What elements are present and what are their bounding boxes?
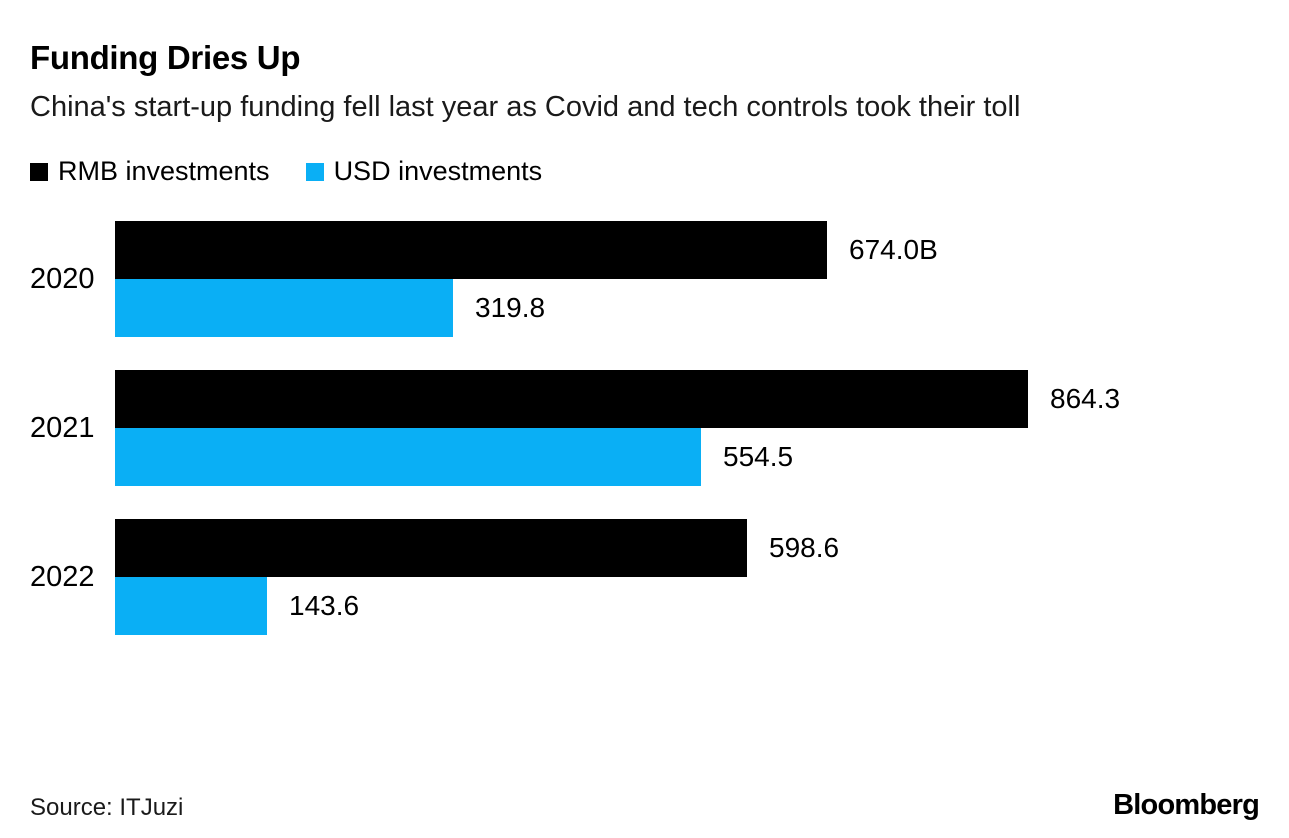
- value-label-usd-2022: 143.6: [289, 590, 360, 621]
- value-label-rmb-2020: 674.0B: [849, 234, 938, 265]
- bar-chart: 2020 674.0B 319.8 2021 864.3 554.5 2022 598.6 14…: [30, 221, 1259, 635]
- category-label-2022: 2022: [30, 560, 95, 593]
- bar-rmb-2021: [115, 370, 1028, 428]
- source-text: Source: ITJuzi: [30, 794, 184, 821]
- bar-usd-2022: [115, 577, 267, 635]
- chart-subtitle: China's start-up funding fell last year …: [30, 91, 1021, 123]
- bar-pair-2020: 674.0B 319.8: [115, 221, 1259, 337]
- bar-row-usd-2021: 554.5: [115, 428, 1259, 486]
- bloomberg-logo: Bloomberg: [1113, 789, 1260, 821]
- bar-group-2022: 2022 598.6 143.6: [30, 519, 1259, 635]
- footer: Source: ITJuzi Bloomberg: [30, 789, 1260, 822]
- bar-rmb-2022: [115, 519, 747, 577]
- bar-row-rmb-2021: 864.3: [115, 370, 1259, 428]
- bar-rmb-2020: [115, 221, 827, 279]
- bar-pair-2021: 864.3 554.5: [115, 370, 1259, 486]
- bar-usd-2020: [115, 279, 453, 337]
- value-label-usd-2020: 319.8: [475, 292, 546, 323]
- bar-row-usd-2020: 319.8: [115, 279, 1259, 337]
- category-label-2021: 2021: [30, 411, 95, 444]
- value-label-usd-2021: 554.5: [723, 441, 794, 472]
- legend-label-rmb: RMB investments: [58, 156, 270, 186]
- legend-swatch-usd: [305, 162, 324, 181]
- category-label-2020: 2020: [30, 262, 95, 295]
- value-label-rmb-2022: 598.6: [769, 532, 840, 563]
- chart-title: Funding Dries Up: [30, 39, 301, 76]
- bar-group-2021: 2021 864.3 554.5: [30, 370, 1259, 486]
- bar-row-rmb-2020: 674.0B: [115, 221, 1259, 279]
- legend: RMB investments USD investments: [30, 158, 1259, 185]
- bar-row-rmb-2022: 598.6: [115, 519, 1259, 577]
- legend-item-usd: USD investments: [305, 156, 543, 186]
- legend-label-usd: USD investments: [333, 156, 543, 186]
- bar-pair-2022: 598.6 143.6: [115, 519, 1259, 635]
- bar-usd-2021: [115, 428, 701, 486]
- value-label-rmb-2021: 864.3: [1050, 383, 1121, 414]
- legend-swatch-rmb: [30, 162, 48, 181]
- legend-item-rmb: RMB investments: [30, 158, 270, 185]
- bar-row-usd-2022: 143.6: [115, 577, 1259, 635]
- bar-group-2020: 2020 674.0B 319.8: [30, 221, 1259, 337]
